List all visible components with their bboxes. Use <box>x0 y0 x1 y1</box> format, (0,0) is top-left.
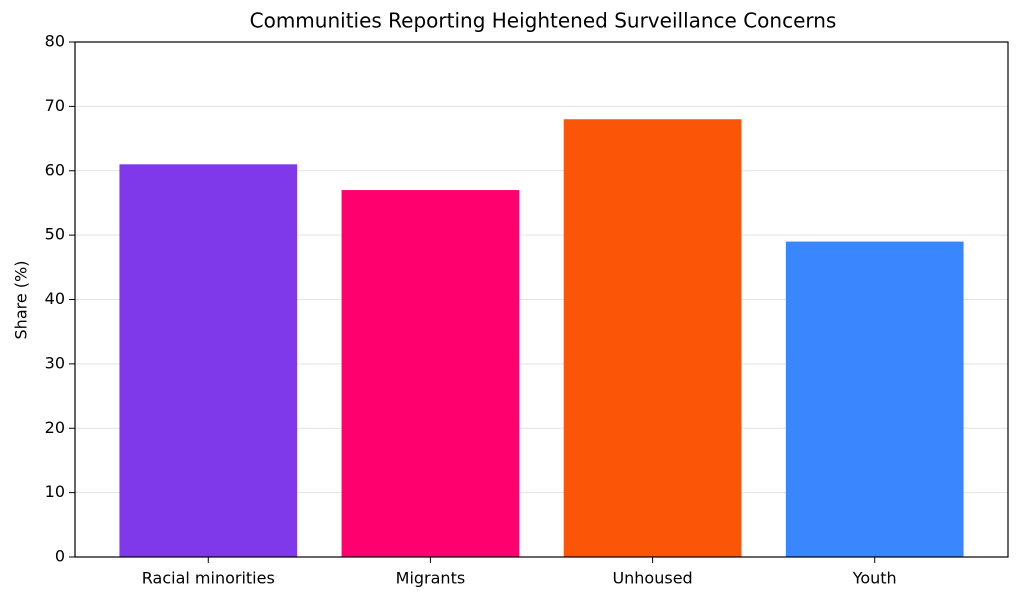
chart-title: Communities Reporting Heightened Surveil… <box>250 9 837 33</box>
x-tick-label: Unhoused <box>612 569 692 588</box>
bar <box>785 241 964 557</box>
y-axis-label: Share (%) <box>12 261 31 340</box>
y-tick-label: 20 <box>45 418 65 437</box>
y-tick-label: 0 <box>55 547 65 566</box>
y-tick-label: 70 <box>45 96 65 115</box>
y-tick-label: 10 <box>45 482 65 501</box>
x-tick-label: Youth <box>852 569 897 588</box>
x-tick-label: Migrants <box>396 569 466 588</box>
y-tick-label: 50 <box>45 225 65 244</box>
y-tick-label: 80 <box>45 32 65 51</box>
x-tick-label: Racial minorities <box>142 569 275 588</box>
bar <box>563 119 742 557</box>
y-tick-label: 40 <box>45 289 65 308</box>
plot-frame <box>74 41 1009 558</box>
bar <box>341 190 520 557</box>
y-tick-label: 60 <box>45 160 65 179</box>
y-tick-label: 30 <box>45 353 65 372</box>
bar <box>119 164 298 557</box>
